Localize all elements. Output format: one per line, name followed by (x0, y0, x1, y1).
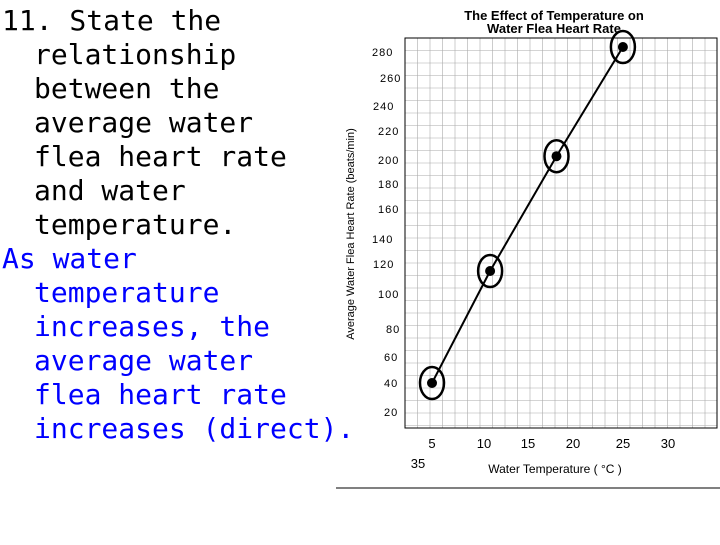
y-tick-label: 80 (386, 324, 400, 336)
x-tick-labels: 5 10 15 20 25 30 (428, 436, 675, 451)
plot-frame (404, 37, 718, 429)
question-line: average water (34, 106, 254, 139)
y-tick-label: 240 (373, 101, 394, 113)
answer-text: As water temperature increases, the aver… (2, 242, 355, 446)
y-tick-label: 200 (378, 155, 399, 167)
question-line: between the (34, 72, 220, 105)
slide-text: 11. State the relationship between the a… (2, 4, 355, 446)
x-tick-label: 5 (428, 436, 435, 451)
y-tick-label: 220 (378, 126, 399, 138)
question-line: flea heart rate (34, 140, 287, 173)
x-tick-label: 30 (661, 436, 675, 451)
point-circle (543, 138, 570, 174)
y-axis-title: Average Water Flea Heart Rate (beats/min… (345, 128, 357, 340)
y-tick-label: 20 (384, 407, 398, 419)
point-circle (476, 253, 504, 289)
answer-line: flea heart rate (34, 378, 287, 411)
chart-title-line: The Effect of Temperature on (464, 8, 644, 23)
y-tick-label: 260 (380, 73, 401, 85)
chart-title-line: Water Flea Heart Rate (487, 21, 621, 36)
data-points (418, 29, 637, 401)
question-text: 11. State the relationship between the a… (2, 4, 332, 242)
question-line: and water (34, 174, 186, 207)
y-tick-label: 60 (384, 352, 398, 364)
chart-area: The Effect of Temperature on Water Flea … (336, 0, 720, 540)
series-line (431, 46, 624, 384)
x-tick-label: 20 (566, 436, 580, 451)
data-point (485, 266, 496, 276)
question-line: relationship (34, 38, 237, 71)
y-tick-label: 40 (384, 378, 398, 390)
x-axis-title: Water Temperature ( °C ) (488, 462, 622, 476)
question-line: temperature. (34, 208, 237, 241)
answer-line: temperature (34, 276, 220, 309)
heart-rate-chart: The Effect of Temperature on Water Flea … (336, 8, 720, 489)
x-tick-label: 10 (477, 436, 491, 451)
answer-line: increases (direct). (34, 412, 355, 445)
x-tick-label: 15 (521, 436, 535, 451)
y-tick-label: 120 (373, 259, 394, 271)
point-circle (609, 29, 637, 65)
chart-grid (404, 37, 717, 428)
y-tick-label: 140 (372, 234, 393, 246)
y-tick-labels: 20 40 60 80 100 120 140 160 180 200 220 240 260 280 (372, 47, 401, 419)
y-tick-label: 180 (378, 179, 399, 191)
y-tick-label: 160 (378, 204, 399, 216)
x-tick-label: 25 (616, 436, 630, 451)
y-tick-label: 280 (372, 47, 393, 59)
x-extra-label: 35 (411, 456, 425, 471)
data-point (427, 378, 437, 388)
chart-title: The Effect of Temperature on Water Flea … (464, 8, 644, 36)
point-circle (418, 365, 446, 401)
answer-line: As water (2, 242, 137, 275)
answer-line: average water (34, 344, 254, 377)
question-line: 11. State the (2, 4, 222, 37)
data-point (617, 42, 628, 52)
y-tick-label: 100 (378, 289, 399, 301)
data-point (551, 151, 562, 162)
answer-line: increases, the (34, 310, 271, 343)
